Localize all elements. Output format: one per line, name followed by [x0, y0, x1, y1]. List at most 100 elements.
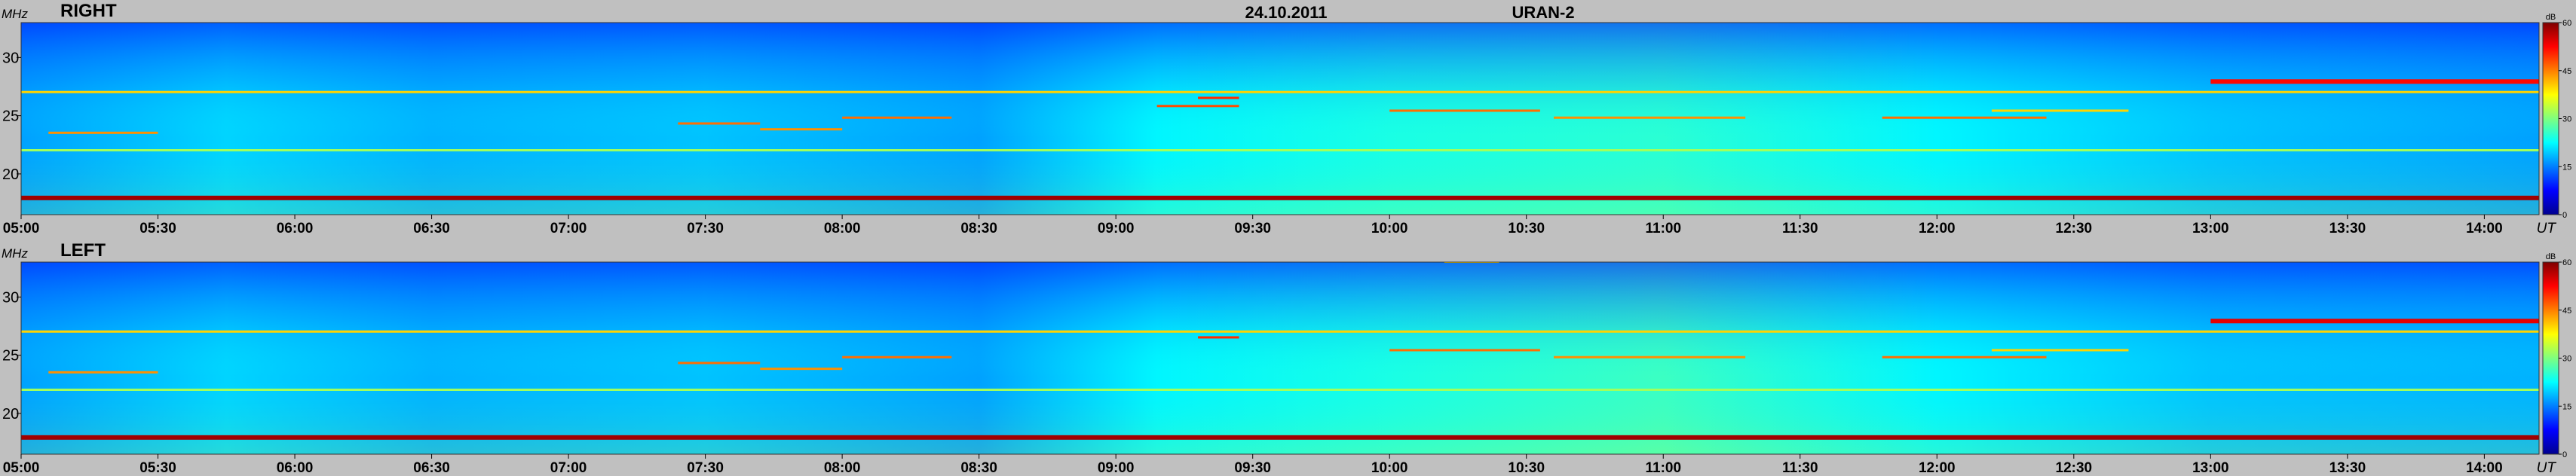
- x-tick-label: 09:30: [1234, 460, 1271, 476]
- colorbar-unit-label: dB: [2546, 13, 2556, 22]
- x-tick-label: 08:00: [824, 460, 861, 476]
- interference-band: [1554, 116, 1746, 119]
- interference-band: [678, 362, 761, 365]
- x-tick-label: 13:00: [2192, 460, 2229, 476]
- interference-band: [1991, 349, 2129, 352]
- interference-band: [1554, 355, 1746, 359]
- interference-band: [1882, 116, 2047, 119]
- interference-band: [842, 116, 952, 119]
- x-tick-label: 05:30: [139, 221, 176, 236]
- y-tick-label: 30: [2, 50, 19, 66]
- plot-frame: [20, 261, 2540, 455]
- interference-band: [48, 131, 158, 134]
- x-tick-label: 06:00: [277, 460, 314, 476]
- plot-frame: [20, 22, 2540, 215]
- interference-band: [21, 435, 2539, 440]
- interference-band: [760, 128, 843, 131]
- x-tick-label: 12:00: [1919, 460, 1956, 476]
- interference-band: [1389, 109, 1540, 112]
- x-tick-label: 09:00: [1098, 221, 1135, 236]
- x-tick-label: 14:00: [2466, 221, 2503, 236]
- interference-band: [842, 355, 952, 359]
- x-tick-label: 06:00: [277, 221, 314, 236]
- y-tick-label: 25: [2, 348, 19, 365]
- interference-band: [21, 90, 2539, 93]
- x-tick-label: 12:30: [2056, 221, 2093, 236]
- x-tick-label: 06:30: [413, 221, 450, 236]
- x-tick-label: 13:30: [2329, 221, 2366, 236]
- time-unit-label: UT: [2537, 221, 2557, 236]
- colorbar-tick-label: 45: [2562, 307, 2571, 316]
- x-tick-label: 10:00: [1371, 221, 1408, 236]
- interference-band: [21, 389, 2539, 391]
- colorbar-tick-label: 15: [2562, 402, 2571, 411]
- interference-band: [2210, 319, 2539, 324]
- x-tick-label: 07:30: [687, 221, 724, 236]
- y-tick-label: 30: [2, 289, 19, 306]
- spectrogram-panel-right: RIGHT MHz 20 25 30 05:00 05:30 06:00 06:30 07:00 0…: [2, 1, 2571, 236]
- colorbar-tick-label: 60: [2562, 19, 2571, 28]
- colorbar-tick-label: 45: [2562, 67, 2571, 76]
- x-tick-label: 10:30: [1508, 460, 1545, 476]
- interference-band: [21, 330, 2539, 333]
- colorbar-tick-label: 0: [2562, 450, 2567, 459]
- y-tick-label: 20: [2, 406, 19, 423]
- frequency-unit-label: MHz: [2, 7, 28, 21]
- colorbar-tick-label: 30: [2562, 355, 2571, 364]
- colorbar-tick-label: 60: [2562, 258, 2571, 267]
- spectrogram-image: [21, 262, 2539, 454]
- x-tick-label: 06:30: [413, 460, 450, 476]
- x-tick-label: 11:00: [1645, 460, 1681, 476]
- observation-date: 24.10.2011: [1245, 3, 1328, 22]
- interference-band: [2210, 79, 2539, 84]
- interference-band: [1882, 355, 2047, 359]
- x-tick-label: 05:00: [3, 221, 40, 236]
- x-tick-label: 09:30: [1234, 221, 1271, 236]
- colorbar-tick-label: 0: [2562, 211, 2567, 220]
- x-tick-label: 13:00: [2192, 221, 2229, 236]
- x-tick-label: 07:30: [687, 460, 724, 476]
- x-tick-label: 11:00: [1645, 221, 1681, 236]
- frequency-shading: [21, 262, 2539, 454]
- x-tick-label: 12:00: [1919, 221, 1956, 236]
- colorbar-tick-label: 15: [2562, 163, 2571, 172]
- spectrogram-image: [21, 23, 2539, 215]
- x-tick-label: 07:00: [550, 460, 587, 476]
- interference-band: [21, 195, 2539, 200]
- x-tick-label: 13:30: [2329, 460, 2366, 476]
- panel-title: RIGHT: [60, 1, 117, 21]
- x-tick-label: 10:30: [1508, 221, 1545, 236]
- x-tick-label: 12:30: [2056, 460, 2093, 476]
- x-tick-label: 05:30: [139, 460, 176, 476]
- panel-title: LEFT: [60, 240, 106, 261]
- interference-band: [1198, 336, 1239, 339]
- interference-band: [678, 122, 761, 125]
- frequency-shading: [21, 23, 2539, 215]
- instrument-name: URAN-2: [1512, 3, 1574, 22]
- frequency-unit-label: MHz: [2, 246, 28, 261]
- interference-band: [48, 371, 158, 374]
- x-tick-label: 11:30: [1782, 221, 1818, 236]
- interference-band: [1156, 105, 1239, 108]
- interference-band: [21, 149, 2539, 151]
- interference-band: [1991, 109, 2129, 112]
- x-tick-label: 10:00: [1371, 460, 1408, 476]
- x-tick-label: 07:00: [550, 221, 587, 236]
- colorbar-unit-label: dB: [2546, 252, 2556, 261]
- colorbar-tick-label: 30: [2562, 115, 2571, 124]
- interference-band: [760, 368, 843, 371]
- x-tick-label: 08:30: [960, 221, 997, 236]
- x-tick-label: 14:00: [2466, 460, 2503, 476]
- colorbar: [2542, 261, 2559, 455]
- x-tick-label: 08:00: [824, 221, 861, 236]
- colorbar: [2542, 22, 2559, 215]
- x-tick-label: 09:00: [1098, 460, 1135, 476]
- interference-band: [1198, 96, 1239, 99]
- interference-band: [1389, 349, 1540, 352]
- y-tick-label: 25: [2, 108, 19, 125]
- x-tick-label: 05:00: [3, 460, 40, 476]
- y-tick-label: 20: [2, 166, 19, 183]
- x-tick-label: 08:30: [960, 460, 997, 476]
- spectrogram-panel-left: LEFT MHz 20 25 30 05:00 05:30 06:00 06:30 07:00 07…: [2, 240, 2571, 476]
